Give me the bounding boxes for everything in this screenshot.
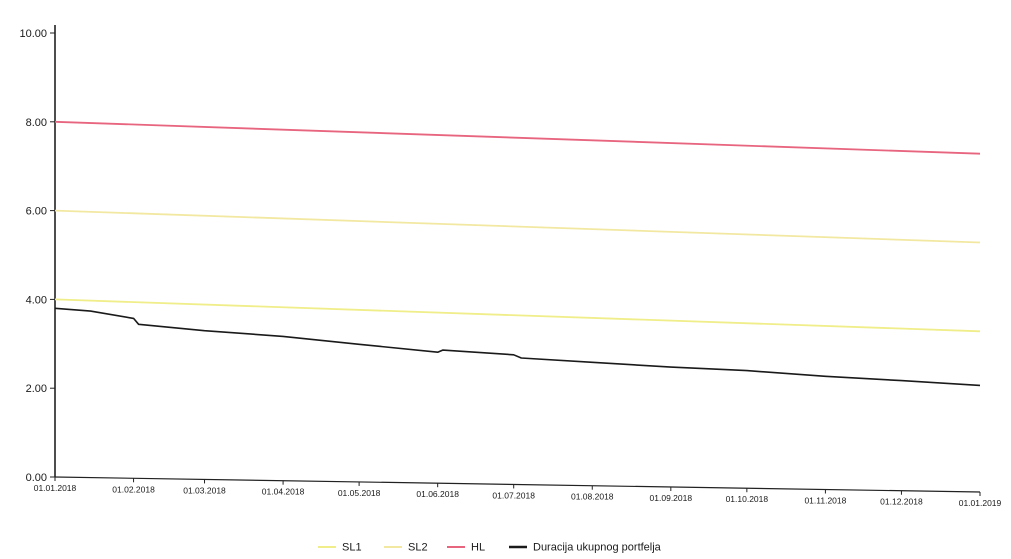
y-tick-label: 2.00 [26, 383, 47, 395]
legend: SL1 SL2 HL Duracija ukupnog portfelja [318, 542, 662, 554]
x-tick-label: 01.01.2018 [34, 483, 77, 493]
legend-label: Duracija ukupnog portfelja [533, 542, 662, 554]
x-tick-label: 01.12.2018 [880, 497, 923, 507]
y-tick-label: 8.00 [26, 117, 47, 129]
y-tick-label: 4.00 [26, 294, 47, 306]
x-tick-label: 01.10.2018 [726, 494, 769, 504]
y-tick-label: 0.00 [26, 472, 47, 484]
axes: 0.00 2.00 4.00 6.00 8.00 10.00 01.01.2018 01.02… [19, 25, 1002, 508]
series-line-duracija-ukupnog-portfelja [54, 307, 981, 387]
x-tick-label: 01.03.2018 [183, 485, 226, 495]
legend-label: HL [471, 542, 485, 554]
legend-label: SL1 [342, 542, 362, 554]
series-line-sl2 [54, 209, 981, 244]
x-tick-label: 01.05.2018 [338, 488, 381, 498]
series-line-sl1 [54, 298, 981, 333]
legend-item: Duracija ukupnog portfelja [509, 542, 662, 554]
legend-label: SL2 [408, 542, 428, 554]
x-tick-label: 01.04.2018 [262, 487, 305, 497]
x-tick-label: 01.09.2018 [650, 493, 693, 503]
x-tick-label: 01.06.2018 [416, 489, 459, 499]
legend-item: HL [447, 542, 485, 554]
x-tick-label: 01.11.2018 [804, 495, 846, 505]
y-tick-label: 6.00 [26, 206, 47, 218]
x-tick-label: 01.02.2018 [112, 484, 155, 494]
x-tick-label: 01.07.2018 [492, 490, 535, 500]
y-tick-label: 10.00 [19, 28, 47, 40]
legend-item: SL1 [318, 542, 362, 554]
series-lines [54, 120, 981, 387]
legend-item: SL2 [384, 542, 428, 554]
x-tick-label: 01.01.2019 [959, 498, 1002, 508]
series-line-hl [54, 120, 981, 155]
x-tick-label: 01.08.2018 [571, 492, 614, 502]
